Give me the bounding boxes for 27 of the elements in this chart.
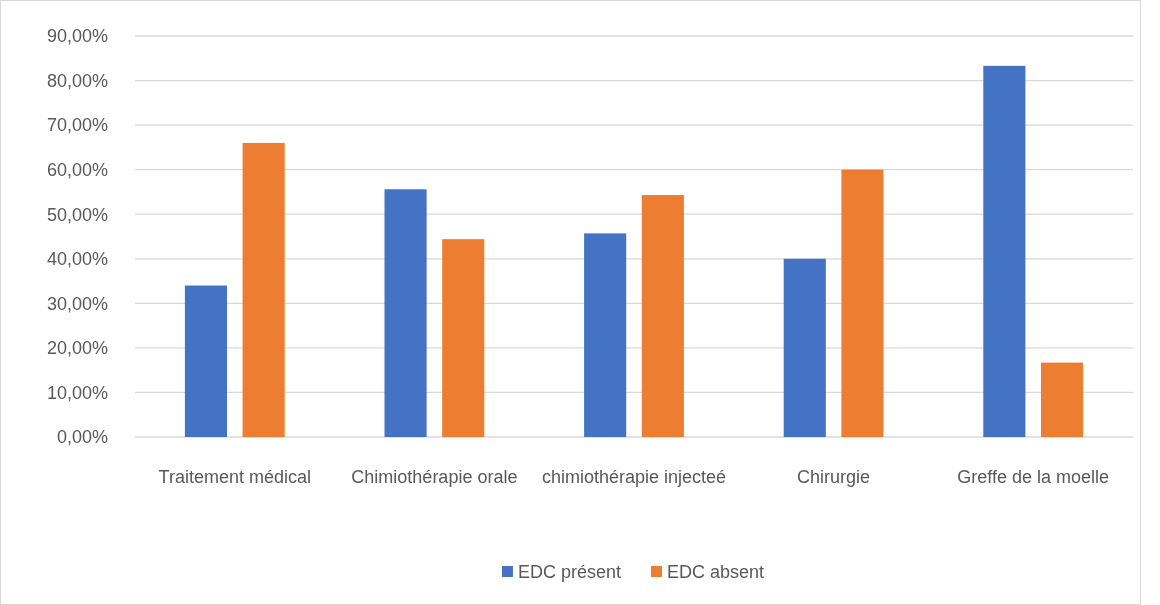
- x-tick-label: Chimiothérapie orale: [351, 467, 518, 487]
- bar: [983, 65, 1026, 437]
- x-tick-label: Chirurgie: [797, 467, 871, 487]
- x-tick-label: Traitement médical: [158, 467, 311, 487]
- x-tick-label: chimiothérapie injecteé: [541, 467, 727, 487]
- y-tick-label: 80,00%: [46, 70, 108, 91]
- y-tick-label: 30,00%: [46, 293, 108, 314]
- bar: [384, 189, 427, 437]
- y-tick-label: 50,00%: [46, 204, 108, 225]
- bar: [841, 169, 884, 437]
- legend-label: EDC présent: [517, 562, 621, 583]
- y-tick-label: 10,00%: [46, 382, 108, 403]
- legend-label: EDC absent: [667, 562, 765, 583]
- bar: [184, 285, 228, 437]
- y-tick-label: 0,00%: [56, 427, 108, 448]
- bar: [1040, 362, 1084, 437]
- y-tick-label: 60,00%: [46, 159, 108, 180]
- y-tick-label: 90,00%: [46, 26, 108, 47]
- bar: [442, 239, 485, 437]
- bar: [584, 233, 627, 437]
- bar: [783, 258, 826, 437]
- bar: [641, 195, 684, 437]
- bar: [242, 142, 285, 437]
- y-tick-label: 40,00%: [46, 249, 108, 270]
- x-tick-label: Greffe de la moelle: [957, 467, 1110, 487]
- y-tick-label: 70,00%: [46, 115, 108, 136]
- y-tick-label: 20,00%: [46, 338, 108, 359]
